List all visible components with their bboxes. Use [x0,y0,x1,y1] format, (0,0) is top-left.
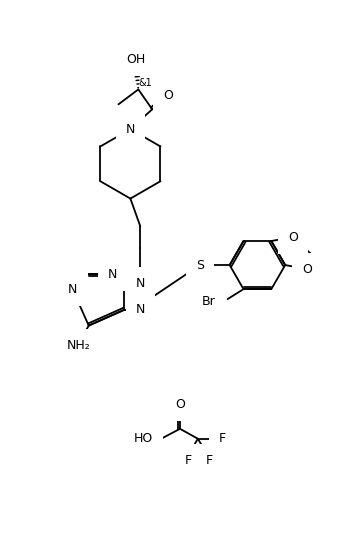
Text: O: O [163,89,173,102]
Text: O: O [288,231,298,243]
Text: OH: OH [127,53,146,66]
Text: N: N [136,277,145,290]
Text: N: N [136,303,145,316]
Text: F: F [206,454,213,467]
Text: HO: HO [134,432,153,445]
Text: O: O [175,398,185,412]
Text: F: F [219,432,226,445]
Text: &1: &1 [138,78,152,88]
Text: N: N [126,123,135,135]
Text: O: O [302,262,312,276]
Text: Br: Br [202,294,216,307]
Text: S: S [196,259,204,272]
Text: F: F [184,454,192,467]
Text: N: N [108,267,117,281]
Text: NH₂: NH₂ [67,339,91,352]
Text: N: N [68,283,78,296]
